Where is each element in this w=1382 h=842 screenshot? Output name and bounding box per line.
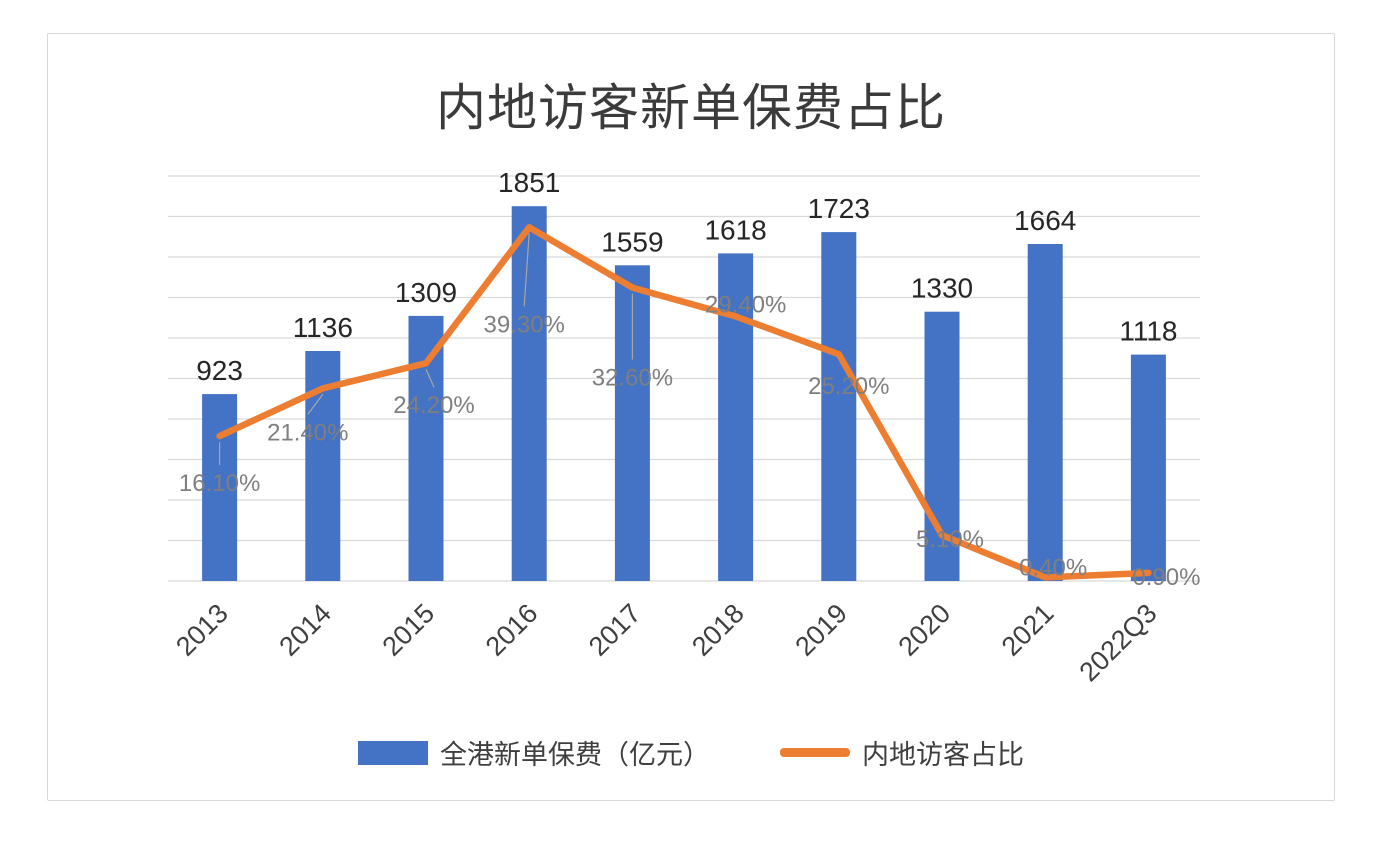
bar-value-label: 1664 <box>1014 205 1076 236</box>
chart-frame: 923 1136 1309 1851 1559 1618 1723 1330 1664 1118 1… <box>47 33 1335 801</box>
line-value-label: 39.30% <box>483 311 564 338</box>
x-axis-label: 2019 <box>789 598 853 662</box>
bar-2018 <box>718 253 754 581</box>
bar-2013 <box>202 394 238 581</box>
bar-2016 <box>511 206 547 581</box>
bar-2021 <box>1027 244 1063 581</box>
bar-value-label: 1136 <box>293 312 353 343</box>
line-value-label: 24.20% <box>393 392 474 419</box>
line-value-label: 0.90% <box>1132 564 1200 591</box>
line-value-label: 5.10% <box>916 526 984 553</box>
label-leader-line <box>523 233 530 307</box>
bar-value-label: 1618 <box>704 214 766 245</box>
legend-item-line-series: 内地访客占比 <box>780 733 1024 772</box>
x-axis-label: 2017 <box>583 598 647 662</box>
line-value-label: 0.40% <box>1019 554 1087 581</box>
x-axis-label: 2022Q3 <box>1073 598 1162 687</box>
x-axis-label: 2016 <box>480 598 544 662</box>
line-value-label: 32.60% <box>592 365 673 392</box>
legend: 全港新单保费（亿元） 内地访客占比 <box>48 733 1334 772</box>
bar-value-label: 1309 <box>395 277 457 308</box>
bar-value-label: 1851 <box>498 167 560 198</box>
x-axis-label: 2015 <box>377 598 441 662</box>
chart-plot-area: 923 1136 1309 1851 1559 1618 1723 1330 1664 1118 1… <box>168 167 1200 687</box>
x-axis-label: 2018 <box>686 598 750 662</box>
x-axis-label: 2013 <box>170 598 234 662</box>
x-axis-label: 2014 <box>273 598 337 662</box>
legend-label-line-series: 内地访客占比 <box>862 740 1024 770</box>
bar-series-swatch-icon <box>358 740 428 765</box>
x-axis-label: 2020 <box>893 598 957 662</box>
bar-value-label: 1330 <box>911 273 973 304</box>
line-value-label: 29.40% <box>705 291 786 318</box>
chart-title: 内地访客新单保费占比 <box>436 80 946 136</box>
line-series <box>216 224 1152 581</box>
label-leader-line <box>307 394 324 415</box>
bar-2015 <box>408 315 444 581</box>
line-value-label: 25.20% <box>808 373 889 400</box>
line-value-label: 16.10% <box>179 470 260 497</box>
bar-2019 <box>821 232 857 581</box>
legend-item-bar-series: 全港新单保费（亿元） <box>358 733 710 772</box>
label-leader-line <box>425 368 435 388</box>
line-series-swatch-icon <box>780 748 850 757</box>
bar-2022Q3 <box>1130 354 1166 581</box>
line-value-label: 21.40% <box>267 419 348 446</box>
bar-value-label: 923 <box>196 355 243 386</box>
x-axis-label: 2021 <box>996 598 1060 662</box>
bar-value-label: 1118 <box>1119 316 1177 347</box>
bar-value-label: 1723 <box>808 193 870 224</box>
bar-value-label: 1559 <box>601 226 663 257</box>
legend-label-bar-series: 全港新单保费（亿元） <box>440 740 710 770</box>
